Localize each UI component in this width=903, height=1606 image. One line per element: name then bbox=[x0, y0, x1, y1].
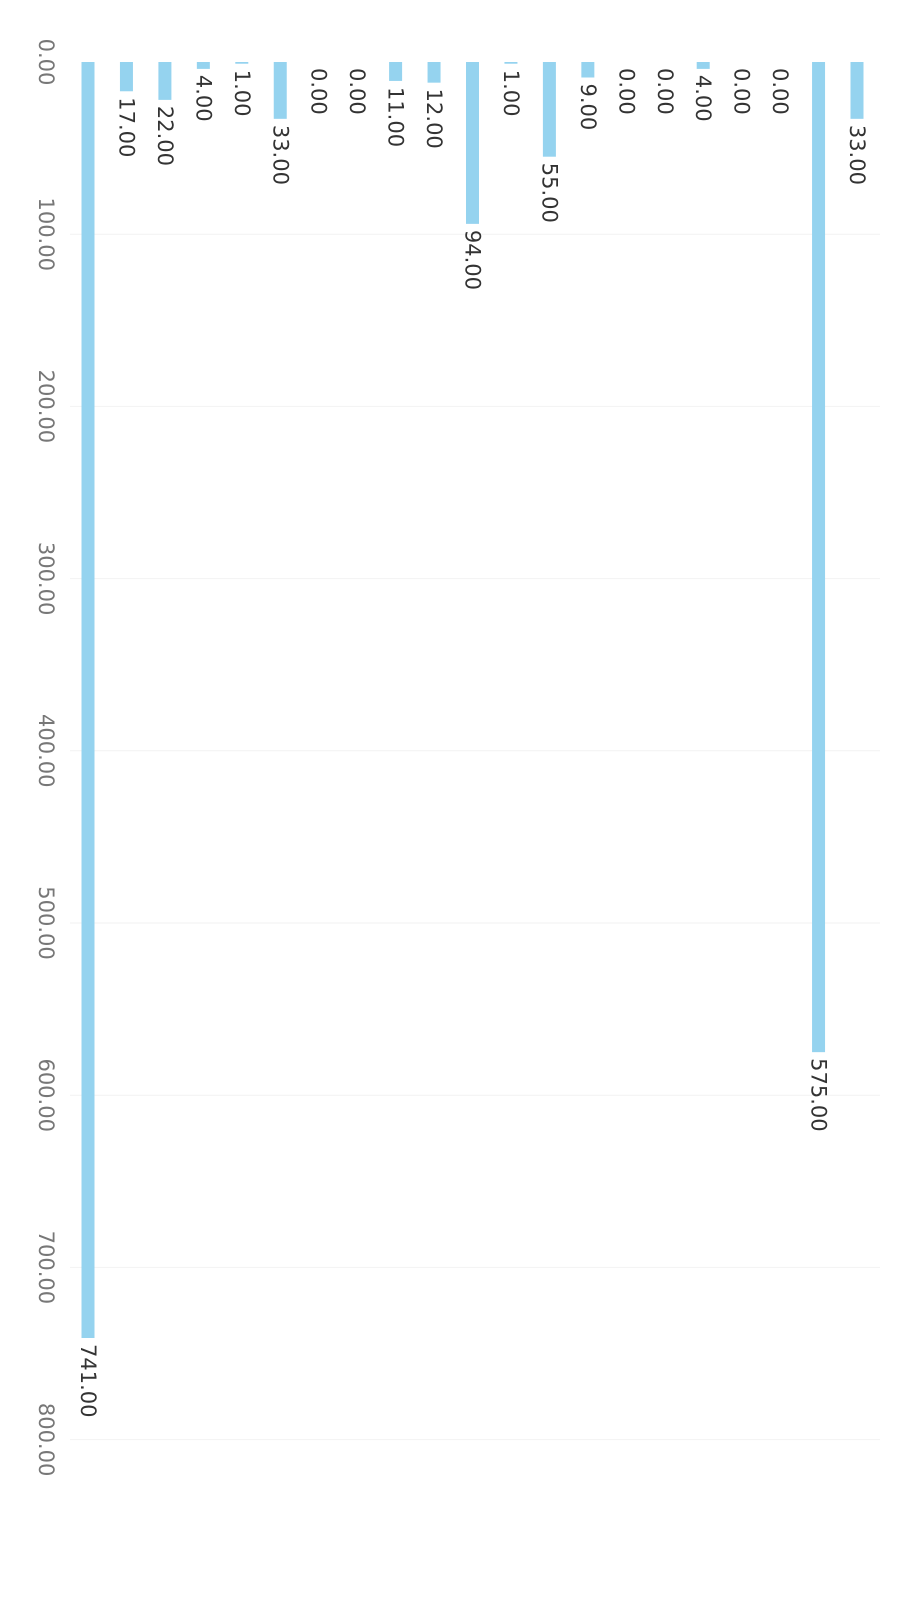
value-tick-label: 800.00 bbox=[34, 1403, 58, 1476]
bar-value-label: 11.00 bbox=[384, 87, 408, 147]
bar bbox=[158, 62, 172, 100]
bar bbox=[504, 62, 518, 64]
bar-value-label: 0.00 bbox=[730, 68, 754, 115]
bar-value-label: 4.00 bbox=[191, 75, 215, 122]
bar-value-label: 575.00 bbox=[807, 1058, 831, 1131]
value-tick-label: 500.00 bbox=[34, 886, 58, 959]
bar-value-label: 0.00 bbox=[345, 68, 369, 115]
bar bbox=[119, 62, 133, 92]
value-tick-label: 100.00 bbox=[34, 197, 58, 270]
bar-value-label: 1.00 bbox=[230, 70, 254, 117]
bar bbox=[273, 62, 287, 119]
bar-value-label: 55.00 bbox=[537, 163, 561, 223]
bar-value-label: 17.00 bbox=[114, 97, 138, 157]
bar bbox=[850, 62, 864, 119]
bar bbox=[542, 62, 556, 157]
value-tick-label: 200.00 bbox=[34, 370, 58, 443]
bar-value-label: 22.00 bbox=[153, 106, 177, 166]
bar-value-label: 0.00 bbox=[768, 68, 792, 115]
value-tick-label: 300.00 bbox=[34, 542, 58, 615]
bar-value-label: 1.00 bbox=[499, 70, 523, 117]
bar bbox=[581, 62, 595, 78]
bar-value-label: 33.00 bbox=[268, 125, 292, 185]
bar-value-label: 94.00 bbox=[461, 230, 485, 290]
bar-value-label: 0.00 bbox=[614, 68, 638, 115]
bar-value-label: 33.00 bbox=[845, 125, 869, 185]
bar-value-label: 741.00 bbox=[76, 1344, 100, 1417]
bar bbox=[466, 62, 479, 224]
bar-value-label: 0.00 bbox=[307, 68, 331, 115]
plot-area: 0.00 100.00 200.00 300.00 400.00 500.00 600.00… bbox=[34, 39, 880, 1476]
bar bbox=[427, 62, 441, 83]
value-tick-label: 0.00 bbox=[34, 39, 58, 86]
bar bbox=[235, 62, 249, 64]
bar bbox=[81, 62, 95, 1339]
bar-value-label: 9.00 bbox=[576, 83, 600, 130]
bar bbox=[696, 62, 710, 69]
bar-value-label: 4.00 bbox=[691, 75, 715, 122]
bar bbox=[812, 62, 826, 1053]
bar-value-label: 0.00 bbox=[653, 68, 677, 115]
bar bbox=[196, 62, 210, 69]
bar bbox=[389, 62, 403, 81]
value-tick-label: 400.00 bbox=[34, 714, 58, 787]
value-tick-label: 600.00 bbox=[34, 1058, 58, 1131]
value-tick-label: 700.00 bbox=[34, 1231, 58, 1304]
bar-value-label: 12.00 bbox=[422, 89, 446, 149]
